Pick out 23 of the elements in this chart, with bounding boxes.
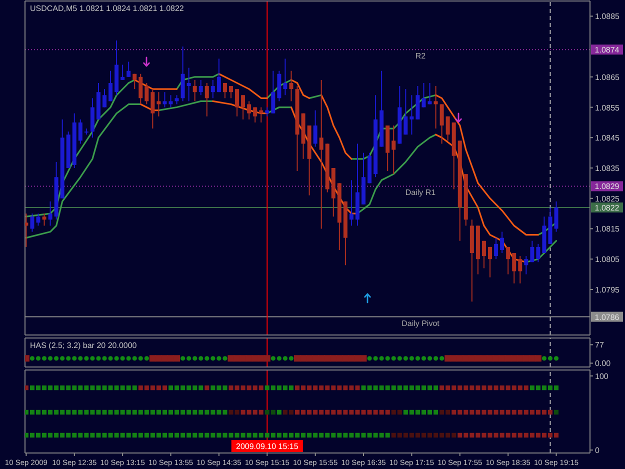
y-tick-label: 0.00: [595, 359, 612, 368]
annotation: 1.0822: [594, 203, 620, 212]
y-tick-label: 1.0865: [595, 72, 620, 82]
annotation: 1.0874: [594, 46, 620, 55]
chart-title: USDCAD,M5 1.0821 1.0824 1.0821 1.0822: [30, 4, 184, 14]
y-tick-label: 1.0825: [595, 194, 620, 204]
ref-line-label: 2009.09.10 15:15: [236, 442, 299, 451]
ref-line-label: R2: [415, 52, 426, 61]
y-tick-label: 1.0835: [595, 164, 620, 173]
y-tick-label: 1.0885: [595, 12, 620, 22]
y-tick-label: 1.0795: [595, 285, 620, 294]
annotation: 1.0786: [594, 312, 620, 322]
y-tick-label: 1.0855: [595, 103, 620, 112]
y-tick-label: 1.0815: [595, 224, 620, 234]
y-tick-label: 77: [595, 340, 604, 350]
chart-title: HAS (2.5; 3.2) bar 20 20.0000: [30, 341, 137, 351]
ref-line-label: Daily Pivot: [402, 318, 440, 328]
y-tick-label: 0: [595, 446, 600, 456]
ref-line-label: Daily R1: [405, 188, 436, 198]
y-tick-label: 1.0805: [595, 255, 620, 264]
y-tick-label: 100: [595, 372, 609, 381]
annotation: 1.0829: [594, 182, 620, 192]
y-tick-label: 1.0845: [595, 134, 620, 143]
